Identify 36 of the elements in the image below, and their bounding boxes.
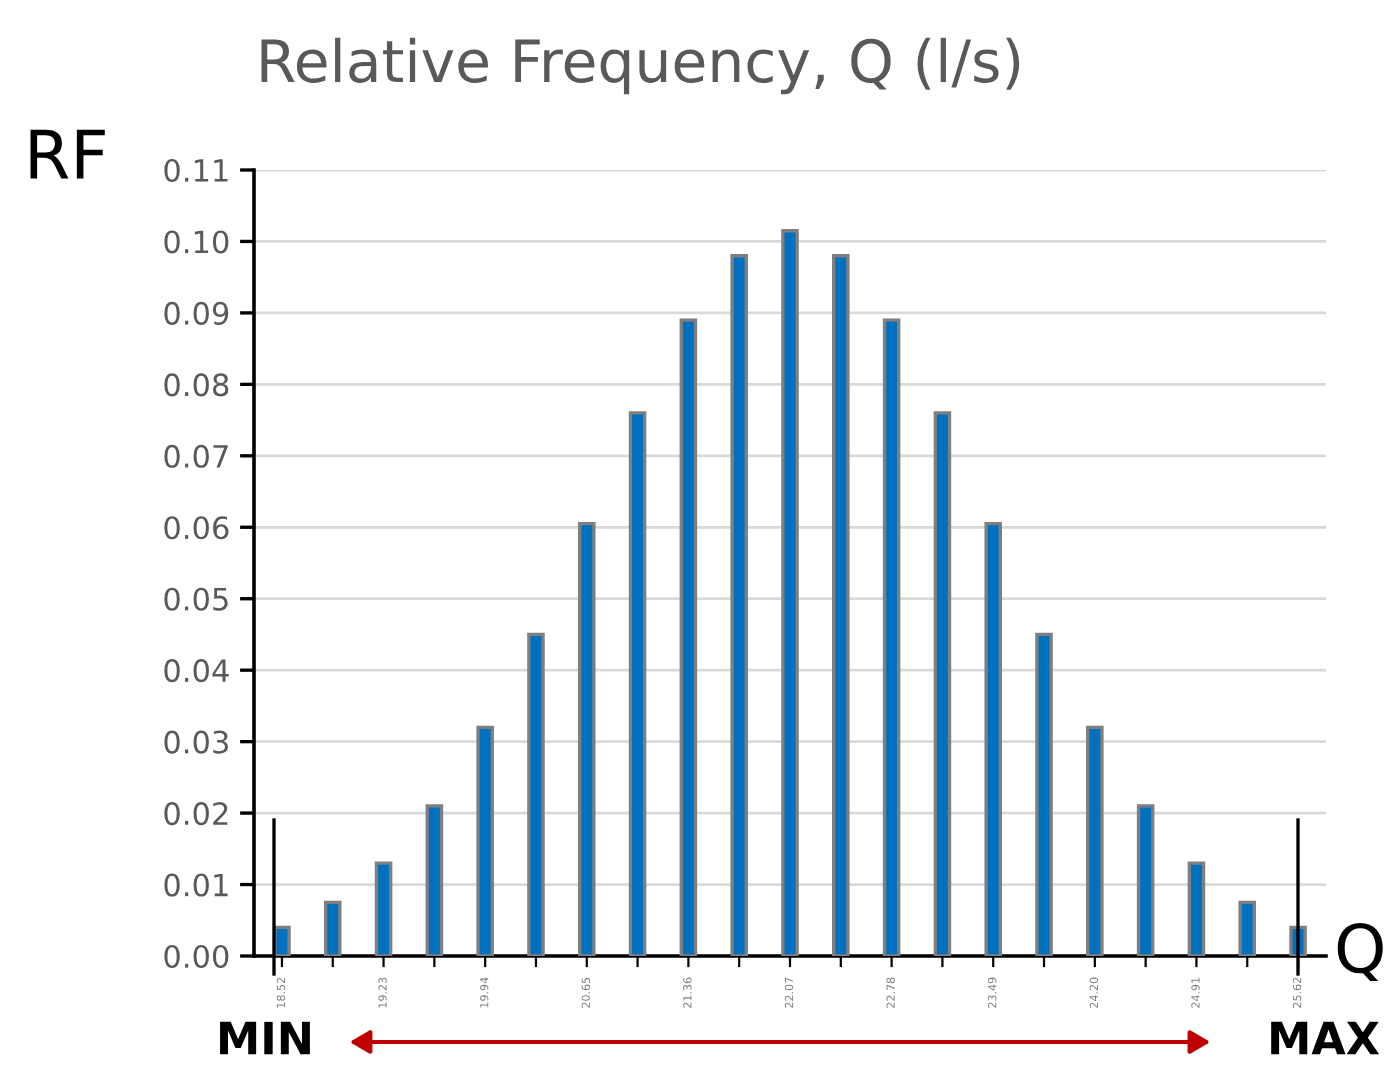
bar [374, 861, 393, 956]
y-tick-label: 0.04 [164, 659, 229, 683]
bar [1086, 725, 1104, 956]
bar [882, 318, 901, 956]
bar [527, 632, 545, 956]
y-tick-label: 0.02 [164, 802, 228, 826]
y-tick-label: 0.10 [164, 230, 229, 254]
bar [933, 411, 952, 956]
bar [984, 522, 1003, 956]
y-axis-title: RF [30, 129, 105, 179]
bar [679, 318, 698, 956]
y-tick-label: 0.06 [164, 516, 229, 540]
bar [323, 900, 342, 956]
text: MAX [1271, 1021, 1380, 1055]
bar [1238, 900, 1257, 956]
y-tick-label: 0.08 [164, 373, 229, 397]
bar [1187, 861, 1206, 956]
y-tick-label: 0.01 [164, 873, 228, 897]
bar [1035, 632, 1053, 956]
bar [425, 804, 444, 956]
y-tick-label: 0.09 [164, 301, 229, 325]
chart-title: Relative Frequency, Q (l/s) [261, 37, 1020, 95]
bar [1136, 804, 1155, 956]
bar [476, 725, 494, 956]
bar [832, 254, 850, 956]
bar [781, 229, 799, 956]
y-tick-label: 0.05 [164, 587, 228, 611]
text: MIN [220, 1021, 310, 1055]
y-tick-label: 0.03 [164, 730, 228, 754]
y-tick-label: 0.07 [164, 444, 228, 468]
bar [730, 254, 748, 956]
y-tick-label: 0.11 [164, 158, 228, 183]
bar [628, 411, 647, 956]
x-axis-title: Q [1337, 922, 1383, 981]
bar [577, 522, 596, 956]
y-tick-label: 0.00 [164, 944, 229, 969]
